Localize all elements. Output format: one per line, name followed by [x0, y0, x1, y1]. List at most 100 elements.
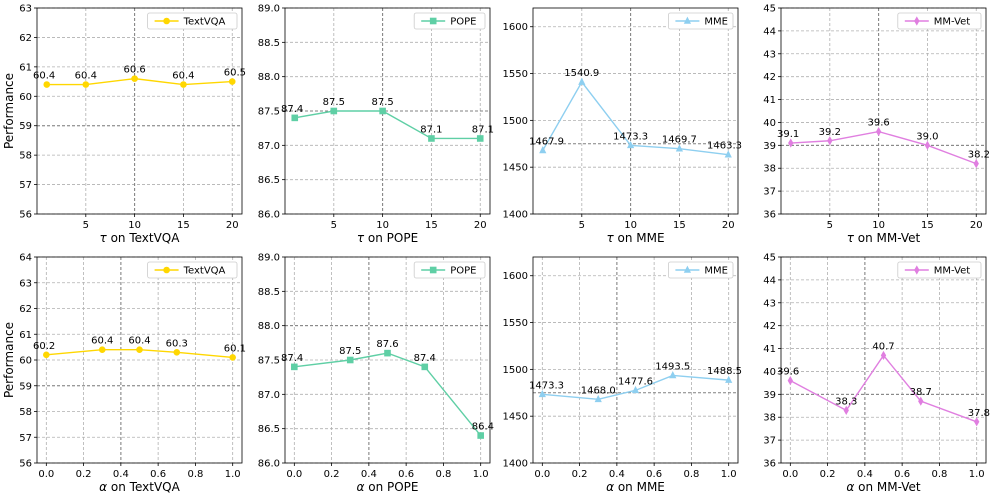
y-tick-label: 1600 [503, 271, 528, 282]
data-point-mm-vet [973, 159, 979, 169]
y-tick-label: 88.0 [258, 321, 280, 332]
legend-box [147, 261, 238, 279]
y-axis-label: Performance [2, 322, 16, 398]
data-label: 1493.5 [655, 361, 690, 372]
data-label: 87.6 [376, 339, 398, 350]
data-point-pope [428, 135, 435, 142]
data-point-mm-vet [788, 138, 794, 148]
y-tick-label: 40 [763, 367, 776, 378]
x-tick-label: 0.4 [857, 469, 873, 480]
data-point-textvqa [131, 75, 138, 82]
x-axis-symbol: α [846, 480, 854, 493]
data-label: 87.4 [281, 104, 303, 115]
x-axis-symbol: α [606, 480, 614, 493]
y-tick-label: 37 [763, 436, 776, 447]
data-label: 60.4 [172, 71, 194, 82]
y-tick-label: 61 [19, 62, 32, 73]
x-tick-label: 0.8 [187, 469, 203, 480]
x-tick-label: 1.0 [225, 469, 241, 480]
x-tick-label: 0.2 [572, 469, 588, 480]
y-tick-label: 56 [19, 459, 32, 470]
x-tick-label: 0.0 [286, 469, 302, 480]
x-tick-label: 1.0 [721, 469, 737, 480]
data-point-pope [477, 432, 484, 439]
y-tick-label: 39 [763, 141, 776, 152]
x-tick-label: 0.4 [609, 469, 625, 480]
data-point-pope [421, 363, 429, 371]
data-label: 1477.6 [618, 376, 653, 387]
data-label: 60.4 [75, 71, 97, 82]
data-label: 60.4 [33, 71, 55, 82]
panel-textvqa-tau: 56 57 58 59 60 61 62 63 5 10 15 20 60.4 60.4 60.6 60.4 6… [2, 4, 246, 246]
x-axis-label: τ on MM-Vet [847, 231, 921, 245]
x-axis-symbol: τ [357, 231, 365, 245]
legend: POPE [413, 12, 486, 30]
legend: MME [668, 261, 734, 279]
series-line-pope [294, 110, 481, 140]
y-tick-label: 39 [763, 390, 776, 401]
data-point-mme [631, 385, 640, 394]
x-tick-label: 0.6 [894, 469, 910, 480]
x-tick-label: 15 [425, 220, 438, 231]
panel-mm-vet-tau: 36 37 38 39 40 41 42 43 44 45 5 10 15 20 39.1 39.2 39.6 3… [763, 4, 990, 246]
legend-marker [683, 16, 692, 24]
x-tick-label: 0.6 [646, 469, 662, 480]
data-label: 38.2 [968, 150, 990, 161]
x-axis-symbol: α [99, 480, 107, 493]
data-label: 39.6 [777, 367, 799, 378]
x-axis-text: on POPE [364, 480, 418, 493]
y-tick-label: 1600 [503, 22, 528, 33]
y-tick-label: 88.0 [258, 72, 280, 83]
y-tick-label: 59 [19, 121, 32, 132]
data-point-pope [291, 363, 298, 371]
x-axis-text: on TextVQA [107, 231, 181, 245]
y-tick-label: 1550 [503, 69, 528, 80]
data-label: 39.6 [867, 118, 889, 129]
data-label: 1540.9 [564, 68, 599, 79]
data-label: 87.1 [472, 124, 494, 135]
plot-frame [284, 7, 491, 215]
legend-label: MME [704, 266, 728, 277]
data-label: 38.7 [910, 387, 932, 398]
x-axis-label: τ on MME [606, 231, 664, 245]
data-label: 87.5 [339, 346, 361, 357]
data-point-mme [725, 375, 733, 383]
x-tick-label: 0.0 [38, 469, 54, 480]
x-tick-label: 0.2 [820, 469, 836, 480]
x-axis-label: α on POPE [357, 480, 419, 493]
data-label: 1473.3 [529, 380, 564, 391]
data-label: 38.3 [835, 396, 857, 407]
x-tick-label: 0.4 [361, 469, 377, 480]
plot-frame [36, 256, 243, 464]
x-tick-label: 20 [226, 220, 239, 231]
y-tick-label: 1500 [503, 365, 528, 376]
x-tick-label: 15 [177, 220, 190, 231]
legend-marker [914, 265, 920, 275]
x-axis-label: α on MME [606, 480, 665, 493]
x-axis-label: α on MM-Vet [846, 480, 920, 493]
data-label: 1469.7 [662, 135, 697, 146]
x-tick-label: 20 [970, 220, 983, 231]
data-label: 60.1 [224, 343, 246, 354]
legend-label: MM-Vet [934, 17, 970, 28]
legend-box [147, 12, 238, 30]
data-label: 87.5 [323, 97, 345, 108]
y-tick-label: 86.5 [258, 175, 280, 186]
plot-frame [532, 7, 739, 215]
legend: MM-Vet [897, 12, 982, 30]
y-tick-label: 1500 [503, 116, 528, 127]
x-axis-text: on MM-Vet [854, 480, 921, 493]
x-tick-label: 10 [128, 220, 141, 231]
legend-marker [914, 16, 920, 26]
data-point-mm-vet [843, 405, 849, 415]
data-point-textvqa [136, 346, 143, 354]
y-tick-label: 63 [19, 4, 32, 15]
data-label: 60.2 [33, 341, 55, 352]
y-tick-label: 57 [19, 180, 32, 191]
data-point-mm-vet [787, 376, 793, 386]
y-tick-label: 87.0 [258, 390, 280, 401]
y-tick-label: 1550 [503, 318, 528, 329]
data-label: 60.3 [166, 338, 188, 349]
data-label: 1467.9 [529, 136, 564, 147]
panel-textvqa-alpha: 56 57 58 59 60 61 62 63 64 0.0 0.2 0.4 0.6 0.8 1.0 60.2… [2, 253, 246, 493]
